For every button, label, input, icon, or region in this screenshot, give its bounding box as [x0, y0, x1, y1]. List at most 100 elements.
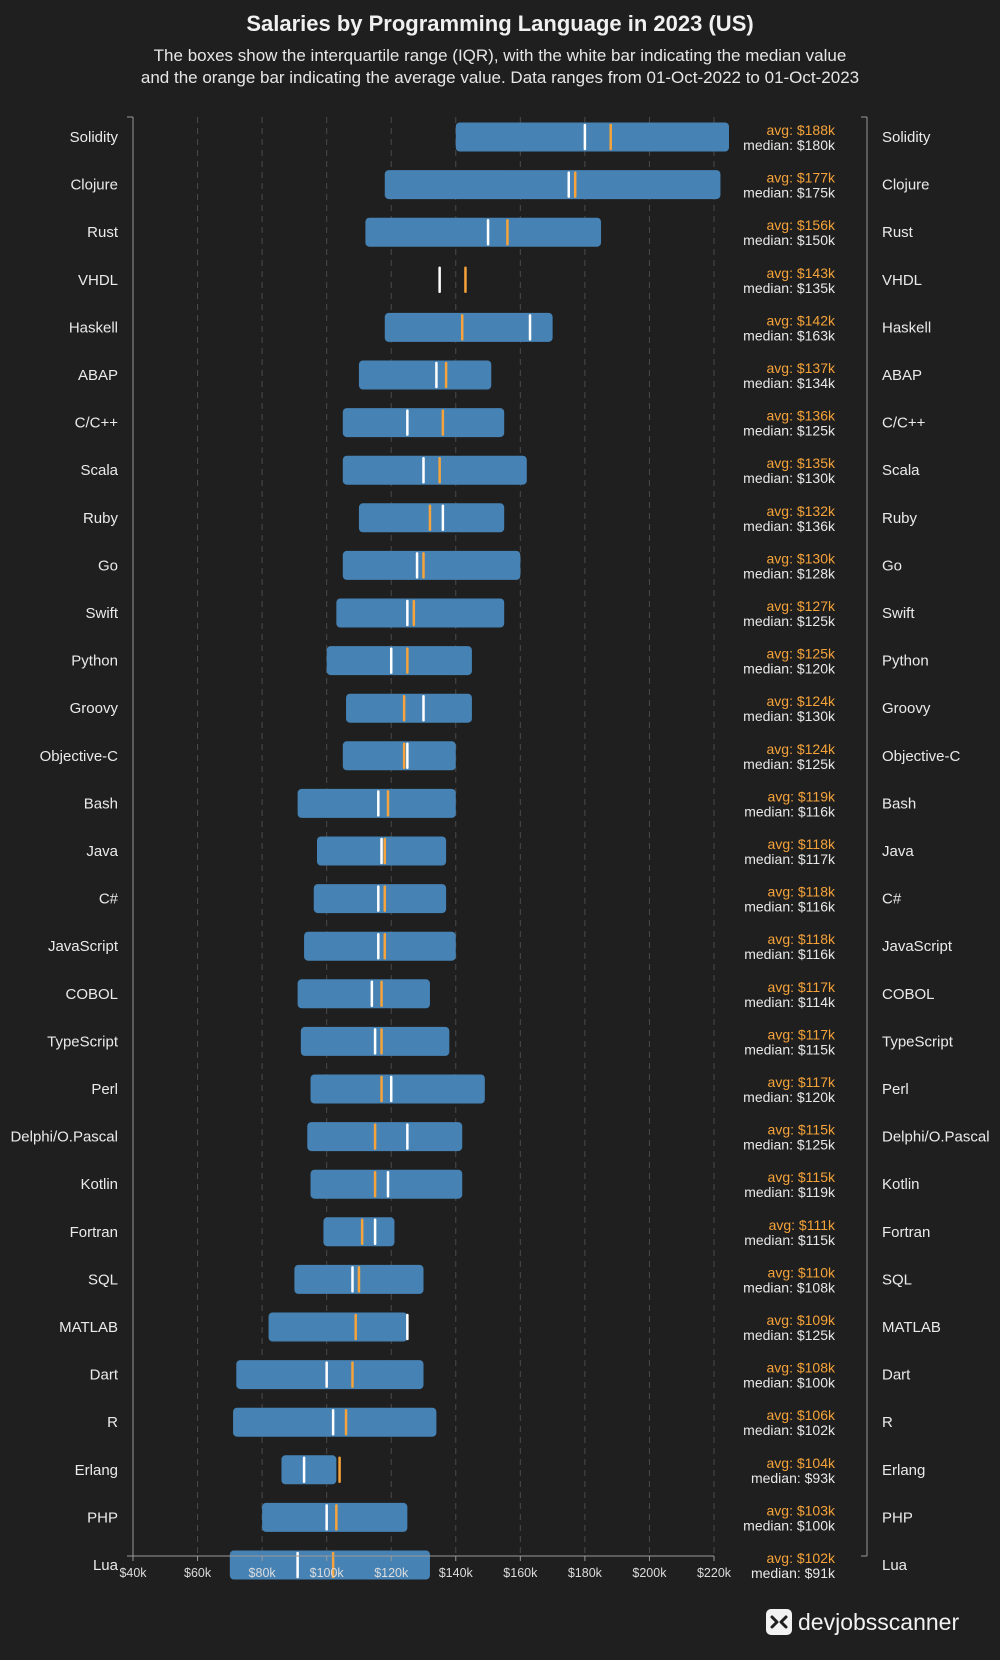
avg-value-label: avg: $118k — [768, 931, 836, 947]
y-label-left: Bash — [84, 795, 118, 812]
avg-value-label: avg: $115k — [768, 1122, 836, 1138]
y-label-left: Solidity — [70, 129, 119, 146]
iqr-box — [346, 693, 472, 723]
median-value-label: median: $125k — [743, 613, 836, 629]
avg-value-label: avg: $136k — [767, 408, 836, 424]
avg-value-label: avg: $106k — [767, 1407, 836, 1423]
median-value-label: median: $120k — [743, 1089, 836, 1105]
y-label-right: JavaScript — [882, 938, 953, 955]
median-value-label: median: $175k — [743, 185, 836, 201]
brand-logo: devjobsscanner — [766, 1609, 959, 1635]
iqr-box — [323, 1217, 395, 1247]
iqr-box — [281, 1455, 337, 1485]
y-label-right: Haskell — [882, 319, 931, 336]
median-value-label: median: $120k — [743, 661, 836, 677]
x-tick-label: $180k — [568, 1566, 603, 1580]
avg-value-label: avg: $130k — [767, 550, 836, 566]
y-label-left: Lua — [93, 1557, 119, 1574]
y-label-right: Python — [882, 653, 929, 670]
y-label-left: R — [107, 1414, 118, 1431]
median-value-label: median: $116k — [744, 899, 836, 915]
iqr-box — [342, 455, 527, 485]
y-label-right: Perl — [882, 1081, 909, 1098]
y-label-left: Clojure — [70, 177, 118, 194]
y-label-right: C# — [882, 891, 902, 908]
median-value-label: median: $91k — [751, 1565, 836, 1581]
y-label-right: Erlang — [882, 1462, 925, 1479]
y-label-right: Scala — [882, 462, 920, 479]
iqr-box — [229, 1550, 430, 1580]
median-value-label: median: $125k — [743, 756, 836, 772]
y-label-left: MATLAB — [59, 1319, 118, 1336]
y-label-right: SQL — [882, 1271, 912, 1288]
x-tick-label: $200k — [632, 1566, 667, 1580]
iqr-box — [365, 217, 602, 247]
median-value-label: median: $108k — [743, 1279, 836, 1295]
y-label-right: VHDL — [882, 272, 922, 289]
x-tick-label: $60k — [184, 1566, 212, 1580]
y-label-right: Rust — [882, 224, 914, 241]
chart-title: Salaries by Programming Language in 2023… — [246, 11, 753, 36]
median-value-label: median: $125k — [743, 1137, 836, 1153]
median-value-label: median: $115k — [744, 1232, 836, 1248]
y-label-left: COBOL — [65, 986, 118, 1003]
y-label-left: VHDL — [78, 272, 118, 289]
avg-value-label: avg: $104k — [767, 1455, 836, 1471]
y-label-right: Solidity — [882, 129, 931, 146]
x-tick-label: $120k — [374, 1566, 409, 1580]
iqr-box — [358, 360, 492, 390]
avg-value-label: avg: $132k — [767, 503, 836, 519]
x-tick-label: $100k — [310, 1566, 345, 1580]
x-tick-label: $80k — [249, 1566, 277, 1580]
median-value-label: median: $130k — [743, 470, 836, 486]
y-label-right: Go — [882, 557, 902, 574]
iqr-box — [342, 550, 521, 580]
avg-value-label: avg: $102k — [767, 1550, 836, 1566]
iqr-box — [310, 1074, 485, 1104]
median-value-label: median: $116k — [744, 803, 836, 819]
median-value-label: median: $180k — [743, 137, 836, 153]
y-label-right: Java — [882, 843, 914, 860]
avg-value-label: avg: $124k — [767, 741, 836, 757]
y-label-right: Fortran — [882, 1224, 930, 1241]
iqr-box — [307, 1122, 463, 1152]
median-value-label: median: $102k — [743, 1422, 836, 1438]
avg-value-label: avg: $142k — [767, 312, 836, 328]
avg-value-label: avg: $118k — [768, 836, 836, 852]
avg-value-label: avg: $137k — [767, 360, 836, 376]
x-axis-ticks: $40k $60k $80k $100k $120k $140k $160k $180k $20… — [119, 1555, 732, 1580]
median-value-label: median: $100k — [743, 1375, 836, 1391]
brand-name: devjobsscanner — [798, 1609, 959, 1635]
iqr-box — [310, 1169, 463, 1199]
iqr-box — [304, 931, 456, 961]
iqr-box — [268, 1312, 408, 1342]
y-label-left: Go — [98, 557, 118, 574]
avg-value-label: avg: $135k — [767, 455, 836, 471]
y-label-left: PHP — [87, 1509, 118, 1526]
avg-value-label: avg: $115k — [768, 1169, 836, 1185]
iqr-box — [297, 979, 430, 1009]
iqr-box — [455, 122, 729, 152]
iqr-box — [384, 312, 553, 342]
iqr-box — [384, 170, 721, 200]
y-label-left: ABAP — [78, 367, 118, 384]
median-value-label: median: $150k — [743, 232, 836, 248]
median-value-label: median: $135k — [743, 280, 836, 296]
